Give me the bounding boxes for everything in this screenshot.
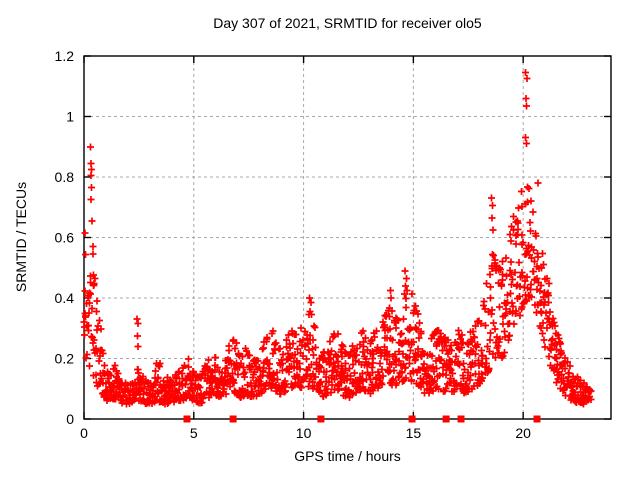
gap-marker-square bbox=[229, 415, 237, 423]
y-tick-label: 0.6 bbox=[55, 230, 75, 246]
y-axis-label: SRMTID / TECUs bbox=[13, 181, 29, 293]
gap-marker-squares bbox=[183, 415, 541, 423]
gap-marker-square bbox=[183, 415, 191, 423]
gap-marker-square bbox=[533, 415, 541, 423]
grid-lines bbox=[84, 56, 611, 419]
x-axis-label: GPS time / hours bbox=[294, 448, 401, 464]
y-tick-label: 0.4 bbox=[55, 290, 75, 306]
x-tick-label: 15 bbox=[406, 425, 422, 441]
gap-marker-square bbox=[408, 415, 416, 423]
chart-title: Day 307 of 2021, SRMTID for receiver olo… bbox=[213, 15, 482, 31]
gap-marker-square bbox=[457, 415, 465, 423]
gap-marker-square bbox=[442, 415, 450, 423]
x-tick-label: 20 bbox=[515, 425, 531, 441]
scatter-points bbox=[80, 69, 595, 408]
gap-marker-square bbox=[317, 415, 325, 423]
y-tick-label: 0.8 bbox=[55, 169, 75, 185]
x-tick-label: 5 bbox=[190, 425, 198, 441]
y-tick-label: 1.2 bbox=[55, 48, 75, 64]
y-tick-label: 0 bbox=[66, 411, 74, 427]
y-tick-label: 1 bbox=[66, 109, 74, 125]
x-tick-label: 10 bbox=[296, 425, 312, 441]
y-tick-label: 0.2 bbox=[55, 351, 75, 367]
x-tick-label: 0 bbox=[80, 425, 88, 441]
